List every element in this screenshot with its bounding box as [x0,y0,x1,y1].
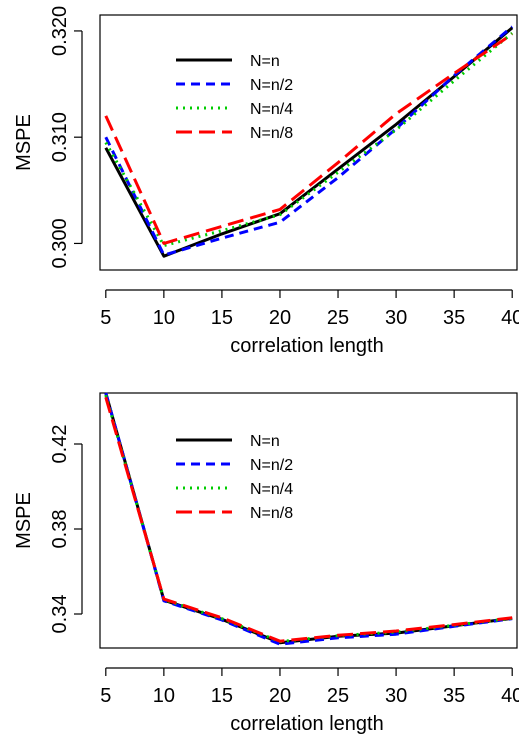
y-axis-title: MSPE [13,492,35,549]
plot-frame [99,14,518,271]
x-tick-label: 25 [327,307,349,329]
x-tick-label: 35 [443,307,465,329]
x-axis: 5 10 15 20 25 30 35 40 correlation length [100,667,519,735]
x-axis-title: correlation length [230,335,383,357]
x-tick-label: 30 [385,307,407,329]
plot-frame [99,392,518,649]
legend-label: N=n/4 [250,101,293,118]
legend-label: N=n [250,53,280,70]
legend: N=n N=n/2 N=n/4 N=n/8 [176,53,293,142]
legend-label: N=n [250,433,280,450]
series-group [104,25,514,258]
y-axis-title: MSPE [13,114,35,171]
series-line-n-n [104,392,513,645]
x-tick-label: 40 [501,685,519,707]
x-axis-title: correlation length [230,713,383,735]
x-tick-label: 5 [100,307,111,329]
series-line-n-n-4 [104,31,514,248]
x-tick-label: 5 [100,685,111,707]
y-tick-label: 0.42 [49,425,71,464]
x-tick-label: 40 [501,307,519,329]
legend: N=n N=n/2 N=n/4 N=n/8 [176,433,293,522]
series-line-n-n-4 [104,394,513,644]
legend-label: N=n/8 [250,125,293,142]
x-tick-label: 15 [211,685,233,707]
x-tick-label: 20 [269,307,291,329]
y-tick-label: 0.38 [49,510,71,549]
y-tick-label: 0.34 [49,595,71,634]
series-line-n-n-8 [104,396,513,643]
series-line-n-n-2 [104,392,513,646]
x-axis: 5 10 15 20 25 30 35 40 correlation length [100,289,519,357]
series-line-n-n-8 [104,32,514,245]
x-tick-label: 10 [153,685,175,707]
series-line-n-n-2 [104,25,514,257]
legend-label: N=n/8 [250,505,293,522]
x-tick-label: 20 [269,685,291,707]
x-tick-label: 10 [153,307,175,329]
series-group [104,392,513,646]
y-tick-label: 0.300 [49,218,71,268]
legend-label: N=n/4 [250,481,293,498]
legend-label: N=n/2 [250,77,293,94]
x-tick-label: 15 [211,307,233,329]
legend-label: N=n/2 [250,457,293,474]
x-tick-label: 25 [327,685,349,707]
series-line-n-n [104,26,514,258]
x-tick-label: 35 [443,685,465,707]
y-tick-label: 0.320 [49,6,71,56]
y-axis: 0.300 0.310 0.320 MSPE [13,6,83,268]
x-tick-label: 30 [385,685,407,707]
y-tick-label: 0.310 [49,112,71,162]
y-axis: 0.34 0.38 0.42 MSPE [13,425,83,634]
